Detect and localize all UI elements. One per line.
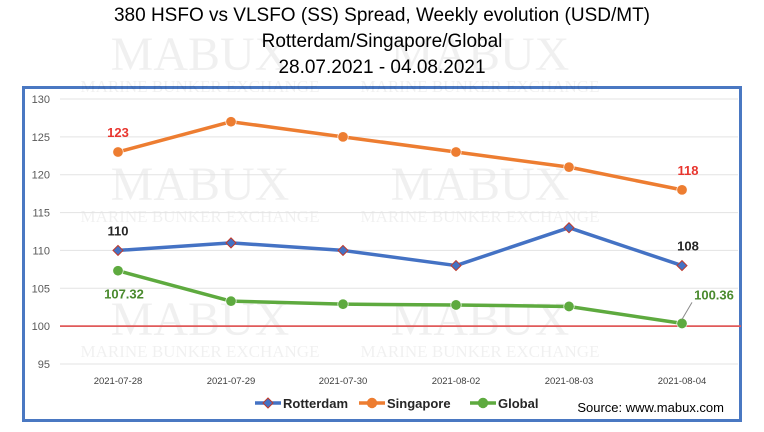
rotterdam-point — [112, 244, 124, 257]
watermark-tagline: MARINE BUNKER EXCHANGE — [361, 207, 600, 226]
global-point — [112, 265, 124, 277]
legend-rotterdam-marker — [262, 397, 274, 409]
singapore-data-label: 118 — [678, 163, 699, 178]
watermark-brand: MABUX — [391, 28, 570, 81]
legend-singapore-marker — [366, 397, 378, 409]
watermark-brand: MABUX — [111, 158, 290, 211]
rotterdam-line — [117, 225, 683, 268]
watermark-tagline: MARINE BUNKER EXCHANGE — [361, 77, 600, 96]
x-tick-label: 2021-08-04 — [658, 376, 707, 387]
y-tick-label: 110 — [32, 245, 50, 257]
singapore-point — [112, 146, 124, 158]
chart-title-line-2: Rotterdam/Singapore/Global — [261, 31, 503, 52]
rotterdam-point — [450, 259, 462, 272]
x-tick-label: 2021-08-03 — [545, 376, 594, 387]
singapore-point — [225, 116, 237, 128]
legend-rotterdam-label: Rotterdam — [283, 396, 348, 411]
watermark-brand: MABUX — [391, 293, 570, 346]
global-label-leader — [681, 302, 693, 320]
singapore-point — [676, 184, 688, 196]
singapore-point — [563, 161, 575, 173]
legend: Rotterdam Singapore Global — [255, 396, 538, 411]
rotterdam-point — [676, 259, 688, 272]
global-point — [676, 317, 688, 329]
chart-title-line-3: 28.07.2021 - 04.08.2021 — [278, 57, 486, 78]
chart-frame — [22, 86, 742, 422]
singapore-data-label: 123 — [107, 125, 129, 140]
singapore-line — [117, 119, 683, 192]
y-tick-label: 105 — [32, 283, 50, 295]
watermark-tagline: MARINE BUNKER EXCHANGE — [361, 342, 600, 361]
rotterdam-data-label: 110 — [108, 223, 129, 238]
legend-global-label: Global — [498, 396, 538, 411]
y-tick-label: 100 — [32, 321, 50, 333]
y-tick-label: 120 — [32, 170, 50, 182]
x-tick-label: 2021-07-29 — [207, 376, 256, 387]
global-point — [450, 299, 462, 311]
series-layer — [112, 116, 688, 329]
data-labels: 110 108 123 118 107.32 100.36 — [104, 125, 734, 320]
rotterdam-data-label: 108 — [677, 239, 699, 254]
legend-global-marker — [477, 397, 489, 409]
watermark-brand: MABUX — [111, 28, 290, 81]
singapore-point — [450, 146, 462, 158]
y-tick-label: 125 — [32, 132, 50, 144]
x-tick-label: 2021-08-02 — [432, 376, 481, 387]
rotterdam-point — [225, 237, 237, 249]
watermark-tagline: MARINE BUNKER EXCHANGE — [81, 207, 320, 226]
x-tick-label: 2021-07-28 — [94, 376, 143, 387]
watermark-brand: MABUX — [391, 158, 570, 211]
global-point — [225, 295, 237, 307]
chart-title-line-1: 380 HSFO vs VLSFO (SS) Spread, Weekly ev… — [113, 5, 651, 26]
legend-singapore-label: Singapore — [387, 396, 451, 411]
y-tick-label: 130 — [32, 94, 50, 106]
y-axis-ticks: 95 100 105 110 115 120 125 130 — [32, 94, 50, 371]
rotterdam-point — [337, 244, 349, 257]
y-tick-label: 115 — [32, 208, 50, 220]
x-axis-ticks: 2021-07-28 2021-07-29 2021-07-30 2021-08-02… — [94, 376, 707, 387]
watermark-tagline: MARINE BUNKER EXCHANGE — [81, 77, 320, 96]
global-point — [337, 298, 349, 310]
rotterdam-point — [563, 222, 575, 234]
global-data-label: 100.36 — [694, 287, 734, 302]
x-tick-label: 2021-07-30 — [319, 376, 368, 387]
y-tick-label: 95 — [38, 359, 50, 371]
global-point — [563, 300, 575, 312]
global-line — [117, 269, 683, 326]
singapore-point — [337, 131, 349, 143]
global-data-label: 107.32 — [104, 287, 144, 302]
watermark-tagline: MARINE BUNKER EXCHANGE — [81, 342, 320, 361]
source-note: Source: www.mabux.com — [577, 400, 724, 415]
